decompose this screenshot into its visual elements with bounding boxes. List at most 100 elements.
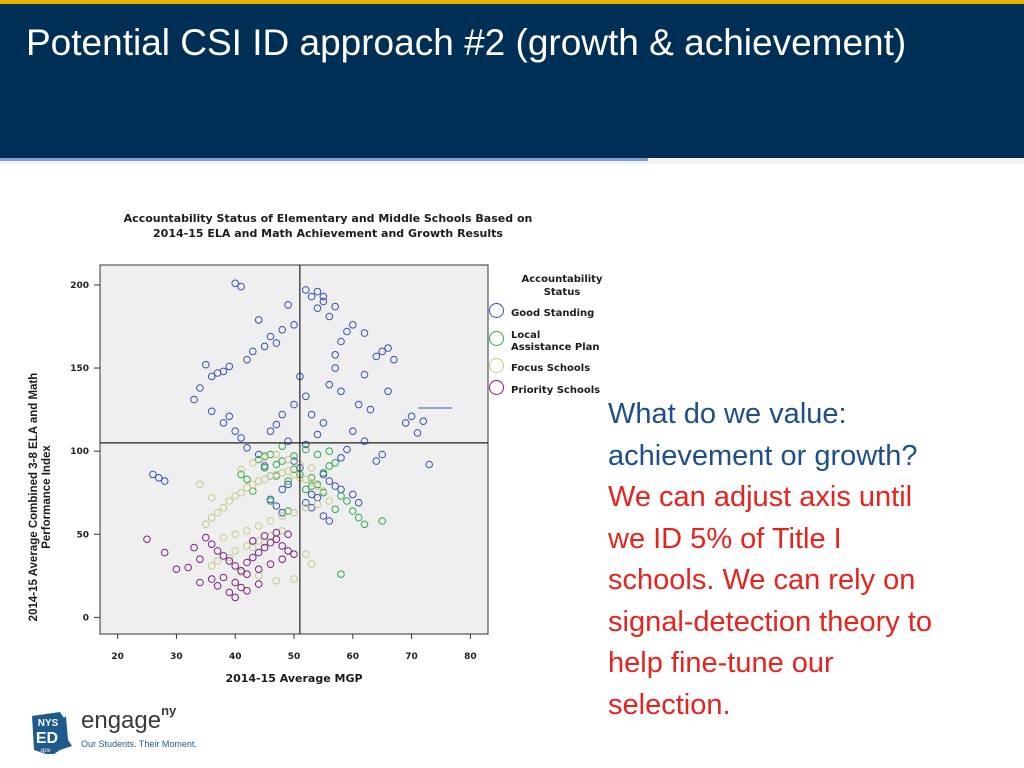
point-focus-schools (260, 453, 269, 462)
plot-area (99, 264, 489, 635)
point-priority-schools (196, 555, 204, 564)
point-focus-schools (266, 517, 275, 525)
point-focus-schools (213, 557, 222, 565)
point-focus-schools (290, 508, 298, 517)
point-focus-schools (237, 488, 245, 497)
point-priority-schools (237, 567, 245, 575)
answer-line: signal-detection theory to (608, 605, 933, 638)
point-priority-schools (254, 580, 263, 588)
point-focus-schools (196, 480, 204, 489)
point-good-standing (354, 400, 363, 409)
point-focus-schools (284, 455, 292, 464)
header-divider-accent (0, 158, 648, 161)
point-good-standing (260, 342, 269, 351)
legend-title: Accountability Status (500, 273, 624, 299)
point-good-standing (372, 352, 381, 361)
point-good-standing (319, 297, 328, 306)
point-good-standing (378, 347, 387, 356)
point-local-assistance-plan (319, 469, 328, 477)
point-focus-schools (254, 522, 263, 530)
point-priority-schools (202, 533, 210, 542)
answer-line: We can adjust axis until (608, 481, 913, 513)
legend-label-priority-schools: Priority Schools (511, 385, 641, 397)
point-focus-schools (313, 500, 322, 509)
point-good-standing (302, 286, 310, 294)
point-local-assistance-plan (243, 475, 251, 484)
x-tick-label: 70 (405, 652, 418, 662)
point-local-assistance-plan (337, 570, 345, 579)
point-focus-schools (307, 478, 316, 487)
point-priority-schools (243, 558, 251, 567)
point-good-standing (360, 329, 369, 337)
point-good-standing (360, 370, 369, 379)
point-good-standing (337, 453, 345, 462)
point-good-standing (390, 355, 398, 364)
x-tick-label: 80 (464, 652, 477, 662)
point-good-standing (278, 485, 287, 494)
point-priority-schools (260, 532, 269, 540)
point-local-assistance-plan (260, 464, 269, 472)
y-axis-label: 2014-15 Average Combined 3-8 ELA and Mat… (28, 367, 54, 627)
legend-title-line: Status (543, 287, 581, 298)
point-good-standing (302, 392, 310, 401)
point-local-assistance-plan (325, 462, 334, 470)
slide-header: Potential CSI ID approach #2 (growth & a… (0, 0, 1024, 158)
point-local-assistance-plan (307, 482, 316, 490)
point-local-assistance-plan (378, 517, 387, 525)
point-good-standing (407, 412, 416, 421)
point-priority-schools (207, 540, 216, 549)
point-priority-schools (290, 550, 298, 559)
legend-swatch-priority-schools (489, 380, 504, 395)
point-good-standing (384, 387, 392, 396)
point-good-standing (160, 477, 169, 485)
point-good-standing (337, 387, 345, 396)
nysed-logo: NYS ED .gov (32, 712, 72, 754)
point-good-standing (290, 400, 298, 409)
point-good-standing (272, 420, 281, 429)
point-focus-schools (290, 575, 298, 583)
point-focus-schools (231, 530, 239, 539)
point-priority-schools (225, 588, 234, 597)
x-tick-label: 20 (111, 652, 124, 662)
x-tick-label: 40 (229, 652, 242, 662)
point-good-standing (384, 344, 392, 352)
point-focus-schools (302, 550, 310, 559)
point-good-standing (307, 292, 316, 301)
point-good-standing (360, 437, 369, 445)
discussion-text: What do we value: achievement or growth?… (608, 394, 1008, 726)
point-local-assistance-plan (237, 470, 245, 479)
point-good-standing (319, 419, 328, 427)
point-good-standing (401, 419, 410, 427)
point-priority-schools (254, 565, 263, 574)
point-priority-schools (254, 548, 263, 557)
point-local-assistance-plan (325, 447, 334, 455)
point-good-standing (313, 430, 322, 439)
point-priority-schools (266, 538, 275, 547)
legend-swatch-good-standing (489, 303, 504, 318)
point-local-assistance-plan (266, 497, 275, 505)
point-priority-schools (160, 548, 169, 557)
point-good-standing (366, 405, 375, 414)
point-focus-schools (302, 475, 310, 484)
point-good-standing (349, 490, 357, 499)
chart-title-line: Accountability Status of Elementary and … (123, 212, 533, 225)
point-good-standing (243, 444, 251, 452)
point-good-standing (343, 445, 351, 454)
point-good-standing (325, 477, 334, 485)
point-good-standing (284, 437, 292, 445)
point-local-assistance-plan (343, 497, 351, 505)
point-good-standing (231, 427, 239, 435)
point-good-standing (266, 332, 275, 341)
point-focus-schools (307, 464, 316, 472)
point-good-standing (155, 474, 163, 482)
point-priority-schools (196, 578, 204, 587)
point-good-standing (343, 327, 351, 336)
point-good-standing (349, 321, 357, 329)
point-local-assistance-plan (349, 507, 357, 515)
point-local-assistance-plan (360, 520, 369, 529)
point-good-standing (278, 410, 287, 419)
point-good-standing (196, 384, 204, 392)
point-focus-schools (207, 493, 216, 502)
point-priority-schools (190, 543, 198, 552)
point-priority-schools (249, 537, 257, 545)
